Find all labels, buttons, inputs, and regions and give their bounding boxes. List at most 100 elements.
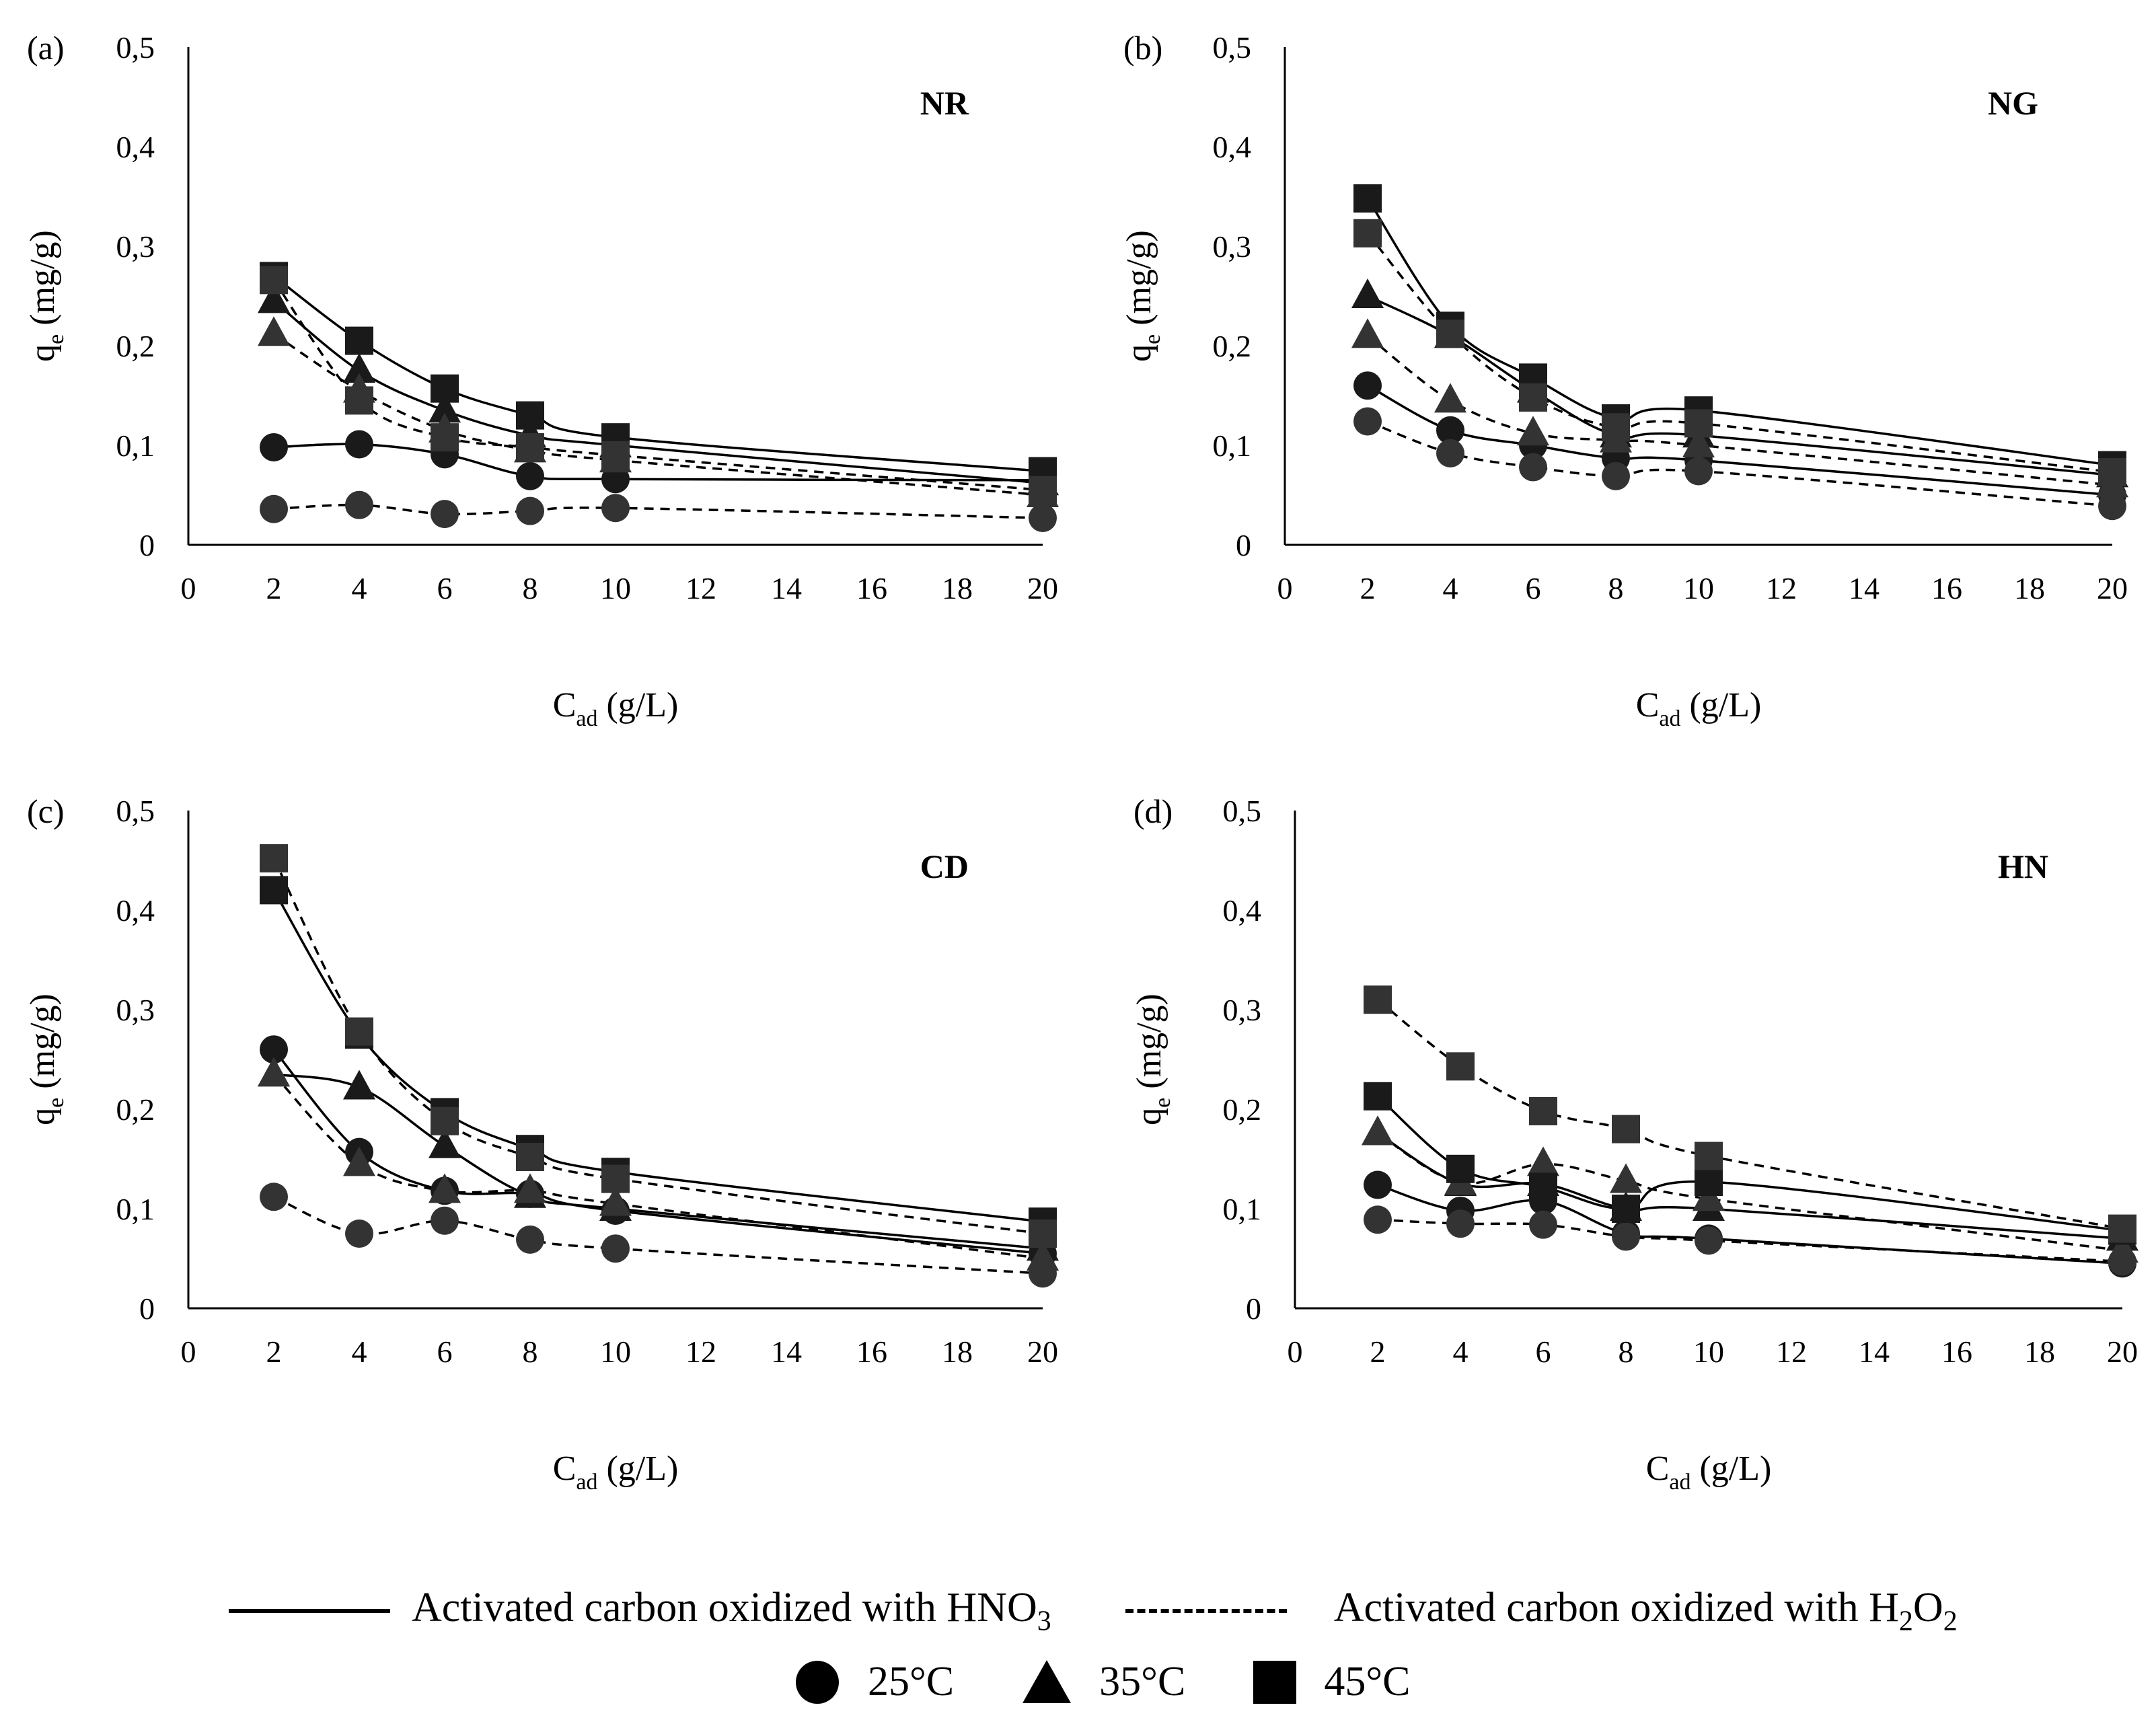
series-line <box>1377 1183 2123 1265</box>
x-tick-label: 10 <box>600 571 631 605</box>
x-tick-label: 16 <box>856 571 887 605</box>
data-point-circle <box>1519 453 1547 482</box>
x-tick-label: 10 <box>1683 571 1714 605</box>
data-point-triangle <box>1682 428 1715 457</box>
data-point-circle <box>260 494 288 523</box>
x-tick-label: 2 <box>1370 1335 1386 1369</box>
x-tick-label: 14 <box>771 1335 802 1369</box>
x-tick-label: 14 <box>1859 1335 1890 1369</box>
x-tick-label: 6 <box>437 1335 453 1369</box>
panel-title: NR <box>920 84 969 122</box>
x-tick-label: 18 <box>942 571 973 605</box>
y-tick-label: 0,3 <box>1223 993 1262 1027</box>
data-point-triangle <box>1527 1146 1559 1176</box>
series-line <box>1366 198 2113 467</box>
data-point-circle <box>431 500 459 529</box>
data-point-square <box>601 1164 630 1193</box>
panel-title: NG <box>1988 84 2038 122</box>
data-point-circle <box>516 461 544 490</box>
data-point-square <box>431 1106 459 1135</box>
x-tick-label: 18 <box>2024 1335 2055 1369</box>
triangle-marker-icon <box>1023 1659 1072 1703</box>
legend-25c: 25°C <box>794 1658 954 1706</box>
y-axis-label: qe (mg/g) <box>24 230 69 362</box>
data-point-triangle <box>343 1070 375 1100</box>
x-tick-label: 20 <box>1027 571 1058 605</box>
data-point-triangle <box>429 393 461 423</box>
legend-35c: 35°C <box>1021 1658 1185 1706</box>
y-tick-label: 0,3 <box>116 993 155 1027</box>
y-tick-label: 0 <box>1246 1291 1261 1326</box>
data-point-circle <box>1436 439 1464 467</box>
data-point-circle <box>516 1225 544 1254</box>
data-point-square <box>1529 1172 1557 1201</box>
data-point-square <box>516 433 544 461</box>
data-point-triangle <box>429 1128 461 1158</box>
data-point-square <box>1612 1195 1640 1223</box>
data-point-square <box>516 401 544 430</box>
x-tick-label: 6 <box>1526 571 1541 605</box>
x-tick-label: 8 <box>523 1335 538 1369</box>
x-axis-label: Cad (g/L) <box>553 1450 679 1495</box>
x-tick-label: 18 <box>2014 571 2045 605</box>
x-tick-label: 20 <box>2097 571 2128 605</box>
y-tick-label: 0,4 <box>116 130 155 164</box>
x-tick-label: 20 <box>2107 1335 2138 1369</box>
panel-title: CD <box>920 848 969 885</box>
data-point-triangle <box>2106 1233 2139 1263</box>
y-tick-label: 0,1 <box>116 428 155 463</box>
x-tick-label: 6 <box>1536 1335 1551 1369</box>
data-point-square <box>345 1017 373 1046</box>
data-point-circle <box>1446 1209 1475 1238</box>
x-tick-label: 0 <box>1288 1335 1303 1369</box>
data-point-circle <box>260 1183 288 1211</box>
legend-solid-line <box>229 1608 390 1613</box>
data-point-circle <box>1684 457 1713 486</box>
data-point-square <box>1353 184 1382 213</box>
data-point-square <box>1602 413 1630 442</box>
series-line <box>273 1073 1043 1250</box>
data-point-circle <box>1029 504 1057 533</box>
data-point-triangle <box>1351 278 1384 308</box>
data-point-triangle <box>599 1186 632 1216</box>
circle-marker-icon <box>796 1660 839 1704</box>
x-tick-label: 20 <box>1027 1335 1058 1369</box>
y-tick-label: 0 <box>1236 528 1251 562</box>
y-tick-label: 0,4 <box>1213 130 1252 164</box>
x-tick-label: 14 <box>1849 571 1880 605</box>
data-point-circle <box>601 1234 630 1263</box>
x-tick-label: 4 <box>352 571 367 605</box>
data-point-triangle <box>1362 1115 1394 1146</box>
data-point-square <box>601 441 630 470</box>
x-tick-label: 0 <box>1277 571 1293 605</box>
data-point-square <box>1364 985 1392 1014</box>
series-line <box>272 279 1043 492</box>
x-tick-label: 0 <box>181 1335 196 1369</box>
y-tick-label: 0,2 <box>116 1092 155 1127</box>
y-tick-label: 0,2 <box>1223 1092 1262 1127</box>
data-point-square <box>1446 1154 1475 1183</box>
x-tick-label: 2 <box>266 1335 282 1369</box>
data-point-square <box>1029 1220 1057 1248</box>
data-point-square <box>1529 1096 1557 1125</box>
data-point-circle <box>1364 1205 1392 1234</box>
data-point-triangle <box>1027 1241 1059 1271</box>
data-point-square <box>1519 383 1547 412</box>
x-axis-label: Cad (g/L) <box>1636 686 1762 731</box>
data-point-circle <box>1695 1226 1723 1255</box>
series-line <box>273 503 1043 519</box>
series-line <box>272 300 1043 484</box>
legend-h2o2-label: Activated carbon oxidized with H2O2 <box>1333 1585 1958 1637</box>
y-tick-label: 0,5 <box>1223 794 1262 828</box>
panel-title: HN <box>1998 848 2048 885</box>
data-point-circle <box>431 1206 459 1235</box>
data-point-circle <box>260 433 288 461</box>
data-point-circle <box>1353 407 1382 436</box>
data-point-triangle <box>1517 416 1549 446</box>
data-point-circle <box>345 430 373 459</box>
y-tick-label: 0 <box>139 1291 155 1326</box>
legend-dashed-line <box>1125 1608 1287 1613</box>
data-point-triangle <box>343 1146 375 1176</box>
data-point-triangle <box>1351 318 1384 348</box>
x-tick-label: 10 <box>1693 1335 1724 1369</box>
